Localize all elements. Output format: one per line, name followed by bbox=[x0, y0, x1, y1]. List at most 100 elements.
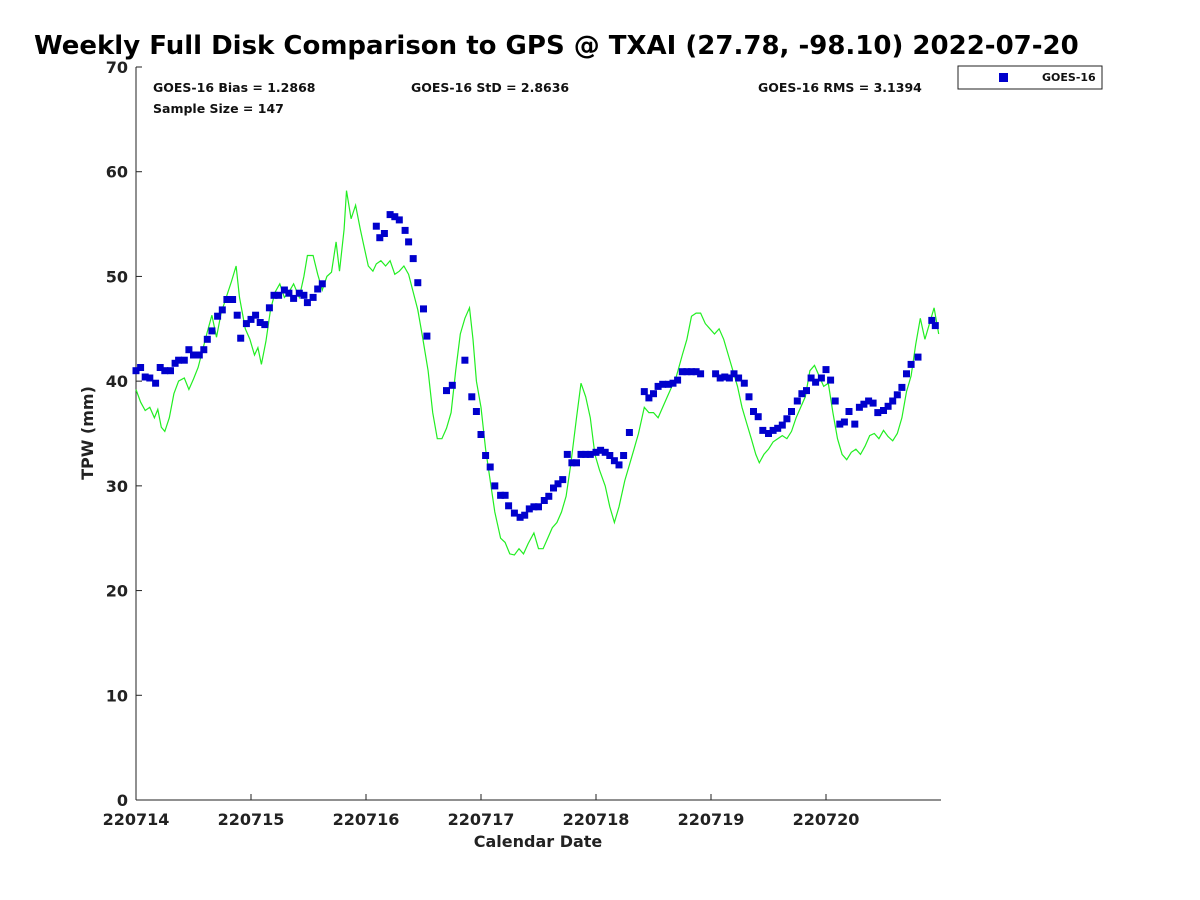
goes-data-point bbox=[874, 409, 882, 417]
goes-data-point bbox=[229, 296, 237, 303]
goes-data-point bbox=[443, 387, 450, 395]
goes-data-point bbox=[817, 374, 825, 382]
stat-bias: GOES-16 Bias = 1.2868 bbox=[153, 80, 315, 95]
goes-data-point bbox=[712, 370, 720, 378]
goes-data-point bbox=[889, 397, 897, 405]
goes-data-point bbox=[146, 374, 154, 382]
y-tick-label: 70 bbox=[106, 58, 128, 77]
goes-data-point bbox=[620, 452, 628, 459]
goes-data-point bbox=[300, 291, 308, 299]
goes-data-point bbox=[812, 378, 820, 386]
goes-data-point bbox=[175, 356, 183, 364]
goes-data-point bbox=[559, 476, 567, 484]
goes-data-point bbox=[688, 368, 695, 376]
goes-data-point bbox=[765, 430, 772, 437]
goes-data-point bbox=[880, 407, 887, 414]
goes-data-point bbox=[836, 420, 844, 428]
goes-data-point bbox=[610, 457, 618, 465]
stat-sample-size: Sample Size = 147 bbox=[153, 101, 284, 116]
goes-data-point bbox=[928, 316, 936, 324]
goes-data-point bbox=[295, 289, 303, 297]
goes-data-point bbox=[265, 304, 273, 312]
legend-box bbox=[957, 65, 1103, 90]
goes-data-point bbox=[472, 408, 480, 415]
goes-data-point bbox=[376, 234, 384, 242]
goes-data-point bbox=[793, 397, 801, 405]
x-tick-label: 220719 bbox=[678, 810, 745, 829]
goes-data-point bbox=[903, 370, 910, 378]
goes-data-point bbox=[914, 353, 922, 361]
goes-data-point bbox=[692, 368, 700, 376]
goes-data-point bbox=[654, 382, 662, 390]
goes-data-point bbox=[203, 335, 211, 343]
goes-data-point bbox=[275, 291, 283, 299]
goes-data-point bbox=[803, 387, 810, 395]
goes-data-point bbox=[318, 280, 326, 288]
y-tick-label: 30 bbox=[106, 477, 128, 496]
goes-data-point bbox=[740, 379, 748, 387]
goes-data-point bbox=[730, 370, 738, 378]
goes-data-point bbox=[195, 351, 203, 359]
x-axis-label: Calendar Date bbox=[474, 832, 603, 851]
goes-data-point bbox=[674, 376, 682, 384]
goes-data-point bbox=[884, 402, 892, 410]
goes-data-point bbox=[448, 381, 456, 389]
goes-data-point bbox=[822, 366, 830, 374]
goes-data-point bbox=[200, 346, 208, 354]
goes-data-point bbox=[510, 509, 518, 517]
goes-data-point bbox=[280, 286, 288, 294]
goes-data-point bbox=[401, 226, 409, 234]
goes-data-point bbox=[477, 431, 485, 438]
goes-data-point bbox=[865, 397, 873, 405]
goes-data-point bbox=[769, 426, 777, 434]
goes-data-point bbox=[501, 491, 509, 499]
goes-data-point bbox=[233, 311, 241, 319]
axes: 0 10 20 30 40 50 60 70 220714 220715 220716 220717 2… bbox=[103, 58, 941, 829]
goes-data-point bbox=[285, 289, 293, 297]
goes-data-point bbox=[423, 332, 431, 340]
goes-data-point bbox=[869, 399, 877, 407]
goes-data-point bbox=[855, 403, 863, 411]
goes-data-point bbox=[568, 459, 576, 467]
goes-data-point bbox=[461, 356, 469, 364]
goes-data-point bbox=[898, 383, 906, 391]
goes-data-point bbox=[545, 492, 553, 500]
goes-data-point bbox=[482, 452, 490, 459]
goes-data-point bbox=[650, 390, 657, 398]
goes-data-point bbox=[167, 367, 174, 375]
legend: GOES-16 bbox=[957, 65, 1103, 90]
goes-data-point bbox=[535, 503, 542, 511]
goes-data-point bbox=[386, 211, 394, 219]
gps-line-path bbox=[135, 190, 940, 556]
goes-data-point bbox=[132, 367, 140, 375]
goes-data-point bbox=[505, 502, 513, 510]
goes-data-point bbox=[185, 346, 193, 354]
goes-data-point bbox=[237, 334, 245, 342]
goes-data-point bbox=[290, 294, 298, 302]
goes-data-point bbox=[845, 408, 853, 415]
legend-label: GOES-16 bbox=[1042, 71, 1096, 84]
goes-data-point bbox=[521, 511, 529, 519]
x-tick-label: 220714 bbox=[103, 810, 170, 829]
goes-data-point bbox=[716, 374, 724, 382]
goes-data-point bbox=[395, 216, 403, 224]
goes-data-point bbox=[223, 296, 231, 303]
goes-data-point bbox=[586, 450, 594, 458]
goes-data-point bbox=[735, 374, 743, 382]
goes-data-point bbox=[807, 374, 815, 382]
goes-data-point bbox=[860, 400, 868, 408]
goes-data-point bbox=[577, 450, 585, 458]
goes-data-point bbox=[391, 213, 399, 221]
goes-data-point bbox=[640, 388, 648, 396]
goes-data-point bbox=[372, 222, 380, 230]
goes-data-point bbox=[270, 291, 278, 299]
goes-data-point bbox=[664, 380, 672, 388]
x-tick-label: 220715 bbox=[218, 810, 285, 829]
goes-data-point bbox=[380, 230, 388, 237]
goes-data-point bbox=[597, 446, 605, 454]
goes-data-point bbox=[247, 315, 255, 323]
x-tick-label: 220718 bbox=[563, 810, 630, 829]
gps-series-line bbox=[135, 190, 940, 556]
goes-data-point bbox=[831, 397, 839, 405]
goes-data-point bbox=[525, 505, 533, 513]
